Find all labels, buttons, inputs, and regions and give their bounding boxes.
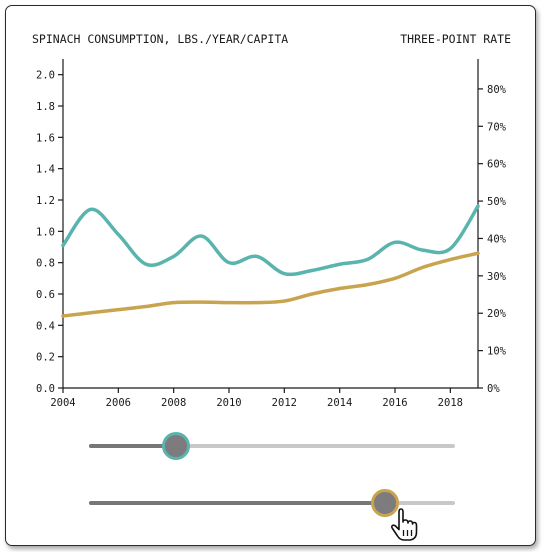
hand-pointer-icon — [390, 508, 418, 541]
right-y-tick-label: 20% — [487, 308, 507, 320]
left-y-tick-label: 0.8 — [36, 258, 55, 270]
left-y-tick-label: 0.6 — [36, 289, 55, 301]
left-y-tick-label: 1.8 — [36, 101, 55, 113]
x-tick-label: 2006 — [106, 397, 131, 409]
x-tick-label: 2008 — [161, 397, 186, 409]
x-tick-label: 2012 — [272, 397, 297, 409]
x-tick-label: 2014 — [327, 397, 352, 409]
x-tick-label: 2016 — [382, 397, 407, 409]
left-y-tick-label: 0.4 — [36, 320, 55, 332]
right-y-tick-label: 40% — [487, 233, 507, 245]
left-y-tick-label: 1.4 — [36, 164, 55, 176]
slider-fill — [89, 444, 177, 448]
right-axis-title: THREE-POINT RATE — [400, 32, 511, 46]
right-y-tick-label: 80% — [487, 84, 507, 96]
dual-axis-line-chart: SPINACH CONSUMPTION, LBS./YEAR/CAPITA TH… — [32, 32, 511, 409]
left-y-tick-label: 1.6 — [36, 132, 55, 144]
series-line-1 — [61, 204, 480, 277]
right-y-tick-label: 0% — [487, 383, 500, 395]
right-y-tick-label: 60% — [487, 159, 507, 171]
x-tick-label: 2018 — [438, 397, 463, 409]
slider-fill — [89, 501, 386, 505]
left-axis-title: SPINACH CONSUMPTION, LBS./YEAR/CAPITA — [32, 32, 288, 46]
left-y-tick-label: 1.2 — [36, 195, 55, 207]
left-y-tick-label: 0.0 — [36, 383, 55, 395]
left-y-tick-label: 1.0 — [36, 226, 55, 238]
slider-track[interactable] — [89, 444, 455, 448]
left-y-tick-label: 0.2 — [36, 352, 55, 364]
right-y-tick-label: 70% — [487, 121, 507, 133]
right-y-tick-label: 50% — [487, 196, 507, 208]
right-y-tick-label: 30% — [487, 271, 507, 283]
series-line-2 — [61, 251, 480, 318]
x-tick-label: 2004 — [50, 397, 75, 409]
chart-card: SPINACH CONSUMPTION, LBS./YEAR/CAPITA TH… — [5, 5, 536, 546]
slider-handle[interactable] — [370, 488, 399, 517]
x-tick-label: 2010 — [216, 397, 241, 409]
slider-handle[interactable] — [162, 431, 191, 460]
right-y-tick-label: 10% — [487, 346, 507, 358]
left-y-tick-label: 2.0 — [36, 70, 55, 82]
